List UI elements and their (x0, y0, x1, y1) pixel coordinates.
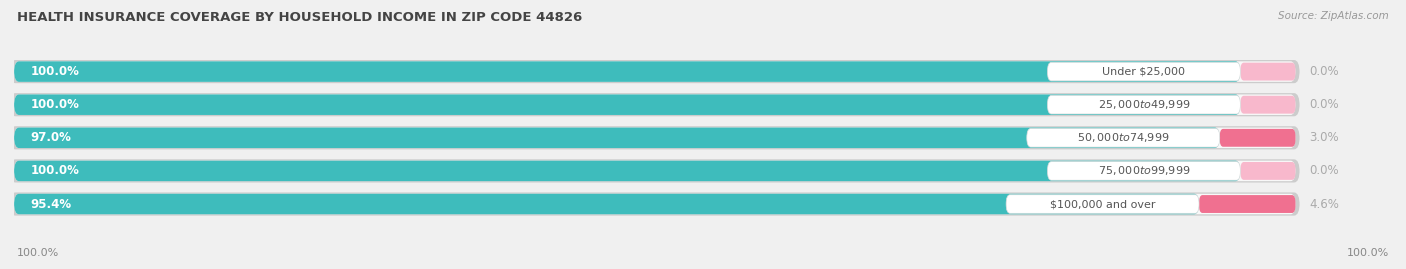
FancyBboxPatch shape (14, 61, 1295, 82)
FancyBboxPatch shape (14, 128, 1295, 148)
FancyBboxPatch shape (14, 94, 1295, 115)
Text: $50,000 to $74,999: $50,000 to $74,999 (1077, 131, 1170, 144)
FancyBboxPatch shape (1220, 129, 1295, 147)
FancyBboxPatch shape (14, 194, 1295, 214)
FancyBboxPatch shape (1047, 162, 1240, 180)
FancyBboxPatch shape (10, 159, 1299, 182)
FancyBboxPatch shape (10, 93, 1299, 116)
Text: $25,000 to $49,999: $25,000 to $49,999 (1098, 98, 1189, 111)
FancyBboxPatch shape (1047, 62, 1240, 81)
FancyBboxPatch shape (1240, 162, 1295, 180)
Text: 100.0%: 100.0% (31, 65, 80, 78)
Text: 100.0%: 100.0% (31, 164, 80, 178)
Text: 0.0%: 0.0% (1309, 164, 1339, 178)
Text: Source: ZipAtlas.com: Source: ZipAtlas.com (1278, 11, 1389, 21)
Text: 97.0%: 97.0% (31, 131, 72, 144)
FancyBboxPatch shape (1007, 195, 1199, 213)
Text: 100.0%: 100.0% (1347, 248, 1389, 258)
Text: 4.6%: 4.6% (1309, 197, 1339, 211)
FancyBboxPatch shape (10, 126, 1299, 149)
Text: 0.0%: 0.0% (1309, 98, 1339, 111)
Text: Under $25,000: Under $25,000 (1102, 67, 1185, 77)
FancyBboxPatch shape (14, 128, 1220, 148)
Text: $75,000 to $99,999: $75,000 to $99,999 (1098, 164, 1189, 178)
FancyBboxPatch shape (1240, 96, 1295, 114)
Text: 0.0%: 0.0% (1309, 65, 1339, 78)
Text: 95.4%: 95.4% (31, 197, 72, 211)
FancyBboxPatch shape (14, 194, 1199, 214)
FancyBboxPatch shape (10, 192, 1299, 216)
Text: 100.0%: 100.0% (31, 98, 80, 111)
FancyBboxPatch shape (1047, 95, 1240, 114)
FancyBboxPatch shape (14, 161, 1240, 181)
Text: $100,000 and over: $100,000 and over (1050, 199, 1156, 209)
FancyBboxPatch shape (14, 61, 1240, 82)
FancyBboxPatch shape (10, 60, 1299, 83)
Text: 100.0%: 100.0% (17, 248, 59, 258)
FancyBboxPatch shape (1240, 63, 1295, 80)
Text: HEALTH INSURANCE COVERAGE BY HOUSEHOLD INCOME IN ZIP CODE 44826: HEALTH INSURANCE COVERAGE BY HOUSEHOLD I… (17, 11, 582, 24)
FancyBboxPatch shape (1199, 195, 1295, 213)
Legend: With Coverage, Without Coverage: With Coverage, Without Coverage (579, 264, 827, 269)
Text: 3.0%: 3.0% (1309, 131, 1339, 144)
FancyBboxPatch shape (14, 161, 1295, 181)
FancyBboxPatch shape (14, 94, 1240, 115)
FancyBboxPatch shape (1026, 129, 1220, 147)
